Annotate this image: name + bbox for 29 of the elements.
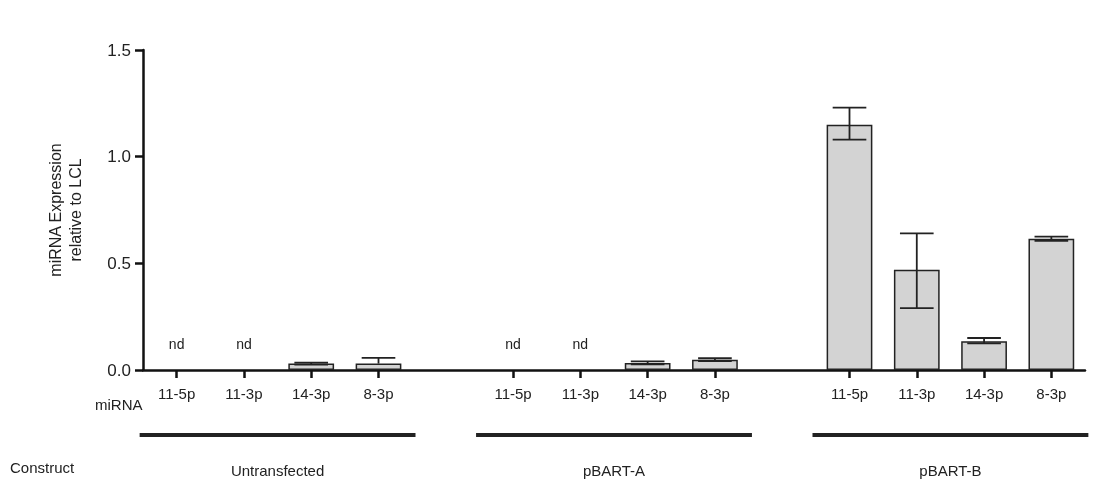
x-tick-label: 14-3p [964,385,1004,402]
x-tick-label: 11-5p [830,385,869,402]
text: nd [505,336,521,352]
text: Untransfected [230,461,325,479]
y-tick-label: 0.5 [107,253,131,273]
text: nd [236,336,252,352]
x-tick-label: 14-3p [292,385,331,402]
bar [1028,238,1075,370]
x-tick-label: 11-3p [898,385,936,402]
bar [355,363,402,370]
y-tick-label: 0.0 [107,360,131,380]
text: pBART-A [582,461,646,479]
x-tick-label: 11-5p [158,385,196,402]
x-tick-label: 11-3p [225,385,263,402]
x-tick-label: 8-3p [363,385,394,402]
bar [961,341,1007,370]
x-tick-label: 11-5p [494,385,532,402]
text: Construct [10,459,76,476]
y-tick-label: 1.5 [107,40,131,60]
text: nd [168,336,185,352]
x-tick-label: 14-3p [628,385,667,402]
x-tick-label: 11-3p [561,385,599,402]
x-tick-label: 8-3p [699,385,730,402]
text: pBART-B [919,461,982,479]
y-axis-title: miRNA Expression relative to LCL [46,143,84,277]
x-tick-label: 8-3p [1036,385,1067,402]
y-tick-label: 1.0 [107,147,131,167]
text: miRNA [95,396,143,413]
text: nd [572,336,589,352]
